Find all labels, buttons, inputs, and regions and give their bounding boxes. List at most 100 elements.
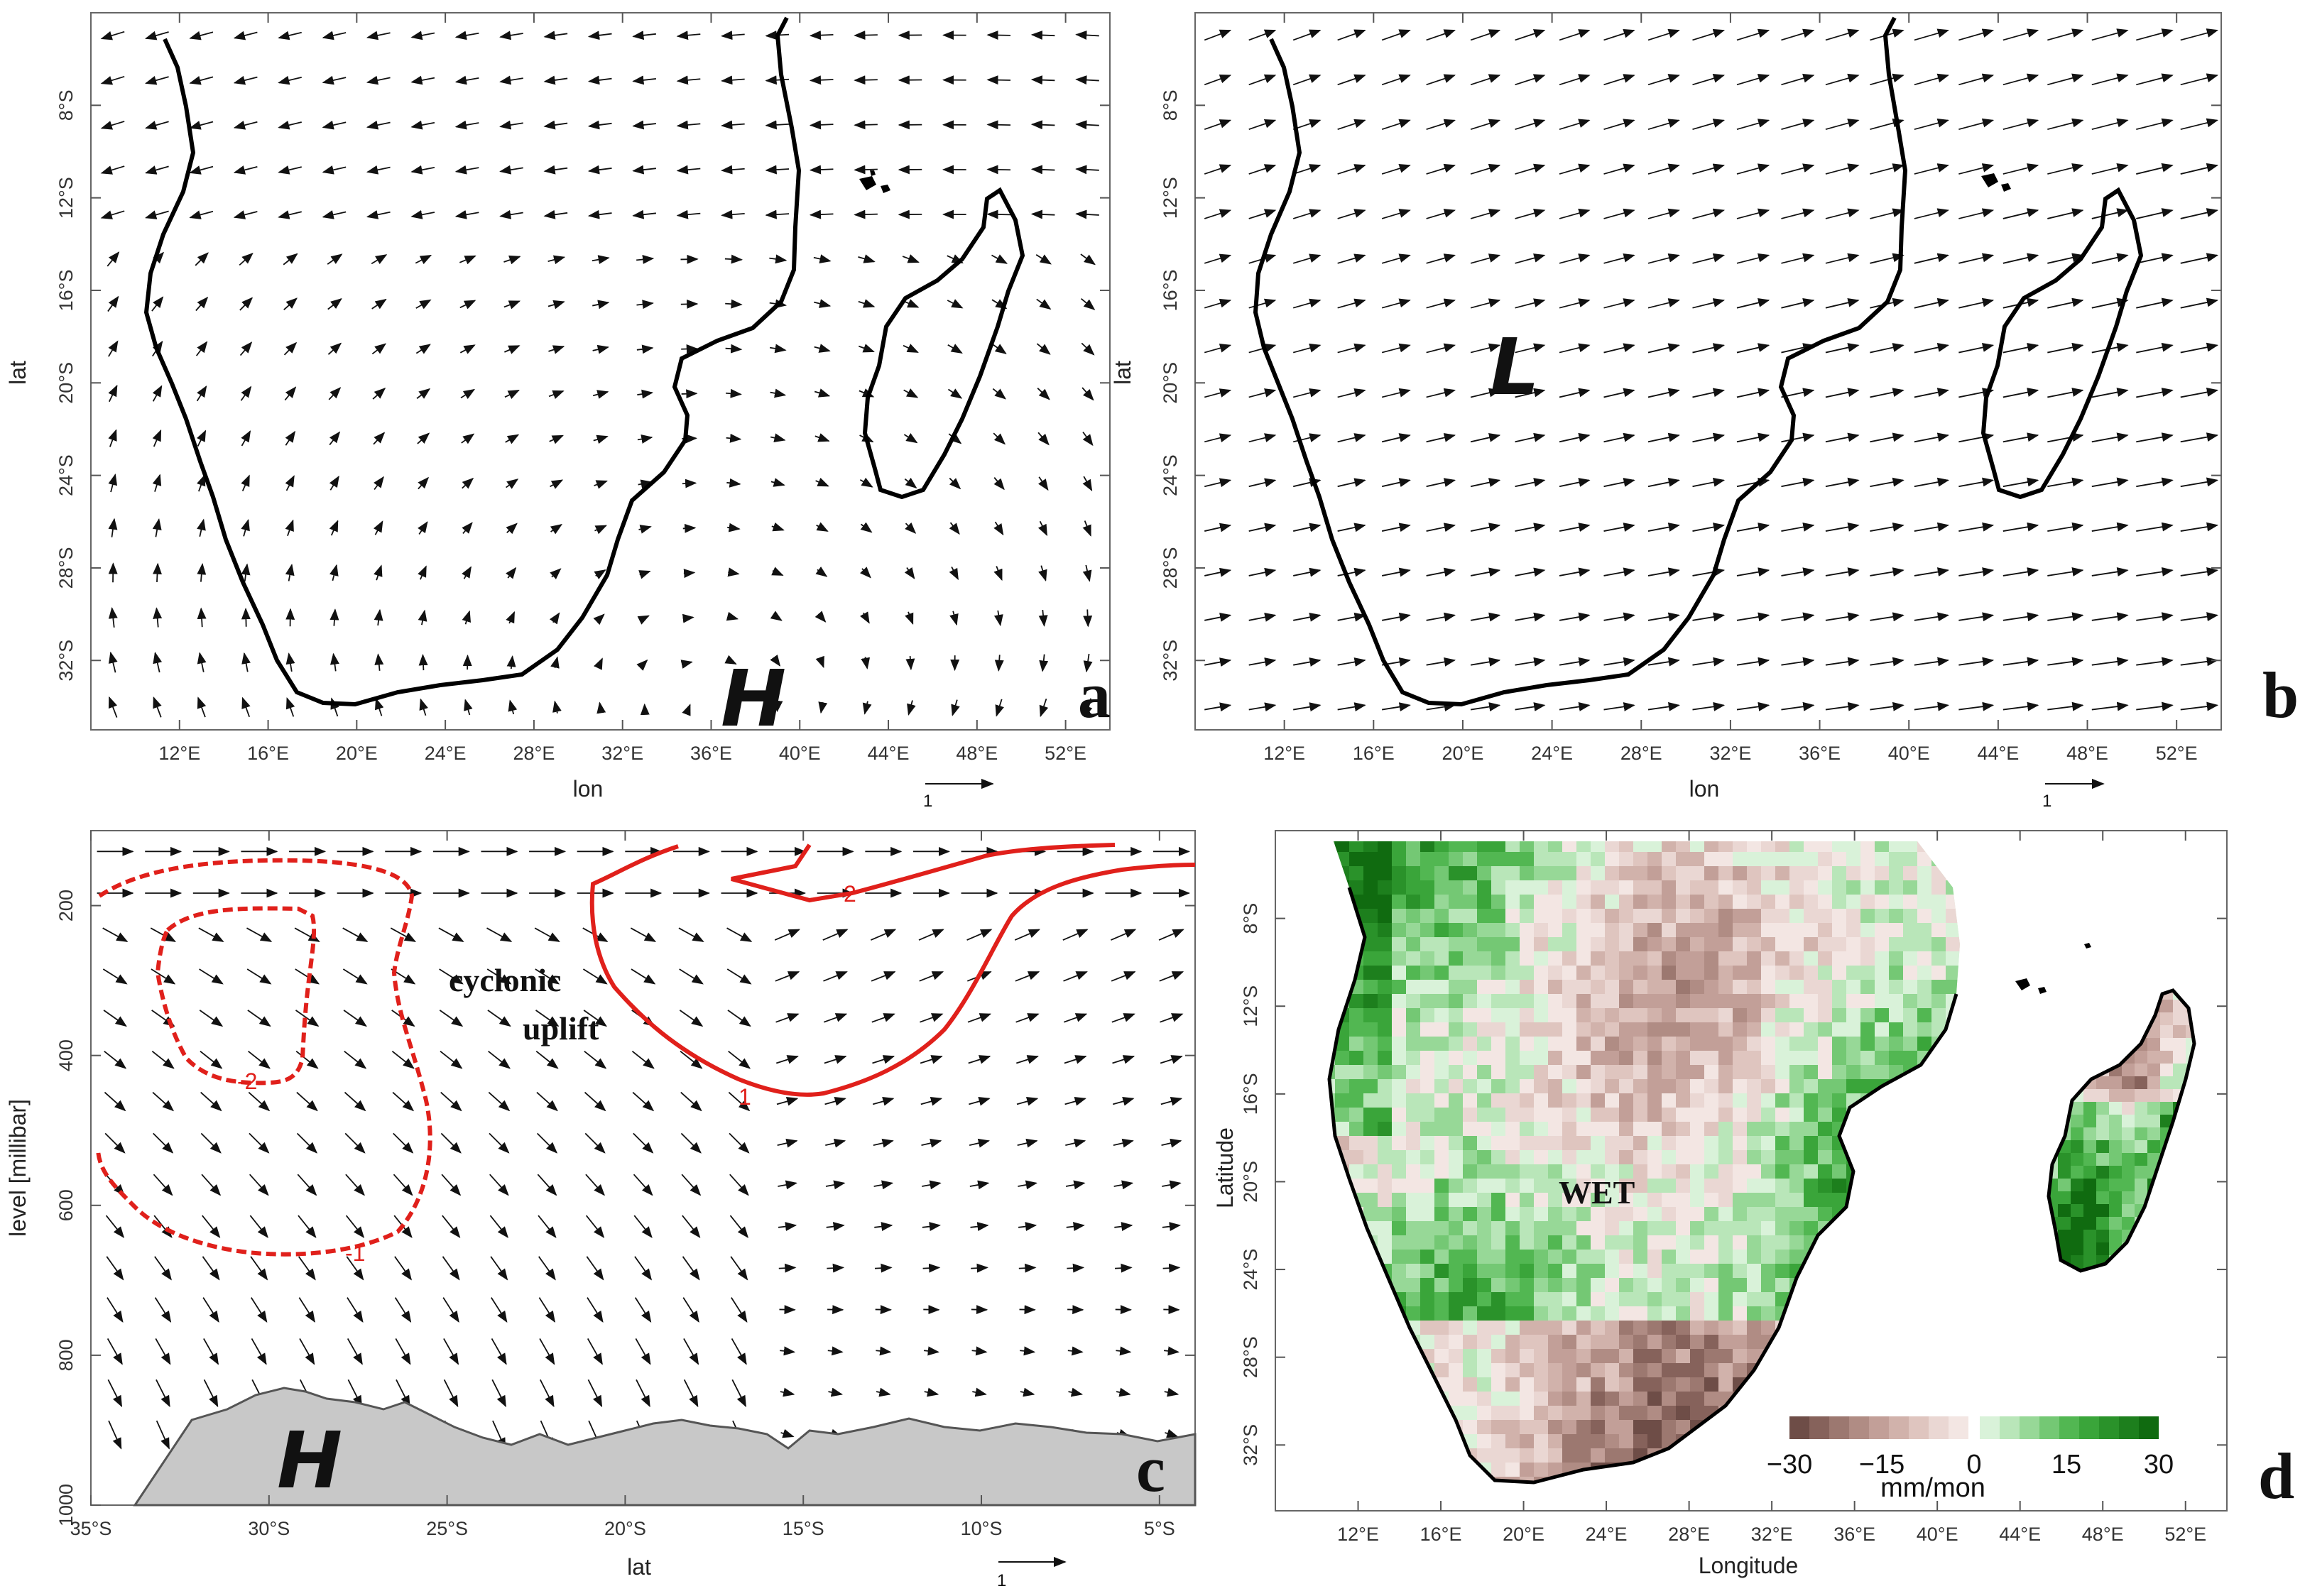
panel-d-cell xyxy=(1733,1349,1747,1363)
panel-c-vector xyxy=(1116,1346,1132,1356)
panel-d-cell xyxy=(1875,1363,1889,1377)
panel-b-vector xyxy=(2180,612,2219,622)
panel-d-cell xyxy=(1690,1221,1704,1235)
panel-c-vector xyxy=(585,1215,605,1238)
panel-d-cell xyxy=(1463,1022,1477,1037)
panel-c-vector xyxy=(155,1338,171,1365)
panel-d-cell xyxy=(1477,1278,1491,1292)
panel-d-cell xyxy=(1329,880,1335,895)
panel-b-vector xyxy=(1559,388,1591,398)
panel-d-cell xyxy=(1562,909,1576,923)
panel-d-cell xyxy=(1619,1363,1633,1377)
panel-d-cell xyxy=(1662,1207,1676,1221)
panel-d-cell xyxy=(2109,990,2122,1000)
panel-b-vector xyxy=(1248,657,1277,667)
panel-d-cell xyxy=(1704,980,1718,994)
panel-d-cell xyxy=(1329,1463,1335,1477)
panel-b-vector xyxy=(1204,523,1232,532)
panel-a-vector xyxy=(1081,387,1094,401)
panel-d-cell xyxy=(1449,1122,1463,1136)
colorbar-swatch xyxy=(1968,1416,1980,1439)
panel-a-vector xyxy=(593,613,605,625)
panel-d-cell xyxy=(1491,1250,1505,1264)
panel-d-cell xyxy=(2049,1038,2058,1051)
panel-d-cell xyxy=(2071,1064,2083,1076)
panel-d-cell xyxy=(1960,1221,1974,1235)
panel-d-cell xyxy=(2049,1242,2058,1255)
panel-d-cell xyxy=(1775,1051,1789,1065)
panel-d-cell xyxy=(2058,1153,2071,1166)
panel-b-vector xyxy=(1914,477,1949,488)
panel-d-cell xyxy=(1619,937,1633,951)
panel-c-vector xyxy=(536,1132,558,1154)
panel-d-cell xyxy=(1846,1335,1860,1349)
panel-a-vector xyxy=(197,607,207,628)
panel-c-vector xyxy=(344,1091,366,1112)
panel-a-vector xyxy=(366,165,391,175)
panel-d-cell xyxy=(1505,1250,1520,1264)
panel-d-cell xyxy=(1931,1235,1946,1250)
panel-d-cell xyxy=(1505,1150,1520,1164)
panel-d-cell xyxy=(2160,1000,2173,1012)
panel-d-cell xyxy=(1619,852,1633,866)
panel-d-cell xyxy=(1576,1164,1591,1179)
panel-d-cell xyxy=(1946,1448,1960,1463)
panel-d-cell xyxy=(1875,841,1889,852)
panel-d-cell xyxy=(1449,1306,1463,1321)
panel-d-cell xyxy=(1534,1363,1548,1377)
colorbar-swatch xyxy=(1849,1416,1869,1439)
panel-d-cell xyxy=(1733,923,1747,937)
panel-d-cell xyxy=(2109,1217,2122,1230)
panel-d-cell xyxy=(1576,1122,1591,1136)
panel-b-vector xyxy=(1692,657,1726,667)
panel-b-vector xyxy=(1736,477,1770,488)
panel-d-cell xyxy=(1676,1136,1690,1150)
panel-d-cell xyxy=(1378,1221,1392,1235)
panel-b-vector xyxy=(1515,567,1546,577)
panel-d-cell xyxy=(1576,923,1591,937)
panel-d-cell xyxy=(2135,1076,2147,1089)
panel-d-cell xyxy=(1676,880,1690,895)
panel-d-cell xyxy=(1775,1420,1789,1434)
panel-d-cell xyxy=(1775,1108,1789,1122)
panel-a-vector xyxy=(454,120,479,130)
panel-d-cell xyxy=(1690,1377,1704,1392)
panel-d-cell xyxy=(1931,1349,1946,1363)
panel-d-cell xyxy=(1818,1065,1832,1079)
panel-d-cell xyxy=(1718,1463,1733,1477)
panel-d-cell xyxy=(1889,1136,1903,1150)
panel-d-cell xyxy=(1818,1264,1832,1278)
panel-d-cell xyxy=(1505,1434,1520,1448)
panel-d-cell xyxy=(1903,994,1917,1008)
panel-d-cell xyxy=(1562,866,1576,880)
panel-a-vector xyxy=(1035,253,1052,265)
panel-d-cell xyxy=(1662,1306,1676,1321)
panel-d-cell xyxy=(1704,909,1718,923)
panel-c-vector xyxy=(680,1050,703,1069)
panel-d-cell xyxy=(1378,1306,1392,1321)
panel-d-cell xyxy=(1505,1235,1520,1250)
panel-b-vector xyxy=(1426,209,1456,219)
panel-d-cell xyxy=(1605,880,1619,895)
panel-d-cell xyxy=(1534,1164,1548,1179)
panel-a-vector xyxy=(676,31,701,40)
panel-d-cell xyxy=(2198,1217,2211,1230)
panel-d-cell xyxy=(1420,1278,1434,1292)
panel-d-cell xyxy=(1335,923,1349,937)
panel-d-cell xyxy=(1789,1008,1804,1022)
panel-d-cell xyxy=(1420,880,1434,895)
panel-d-cell xyxy=(1534,1306,1548,1321)
panel-d-cell xyxy=(2173,1268,2186,1271)
panel-d-cell xyxy=(1378,1207,1392,1221)
panel-d-cell xyxy=(2160,1038,2173,1051)
panel-d-cell xyxy=(1889,895,1903,909)
panel-d-cell xyxy=(1946,1321,1960,1335)
panel-c-vector xyxy=(489,1174,509,1196)
panel-c-vector xyxy=(921,1138,942,1148)
panel-d-cell xyxy=(1889,1008,1903,1022)
panel-c-vector xyxy=(249,1215,268,1238)
panel-a-xtick-label: 20°E xyxy=(336,743,378,764)
panel-d-cell xyxy=(1491,1406,1505,1420)
panel-b-vector xyxy=(1647,74,1680,86)
panel-c-contour-label-neg2: -2 xyxy=(237,1068,257,1094)
